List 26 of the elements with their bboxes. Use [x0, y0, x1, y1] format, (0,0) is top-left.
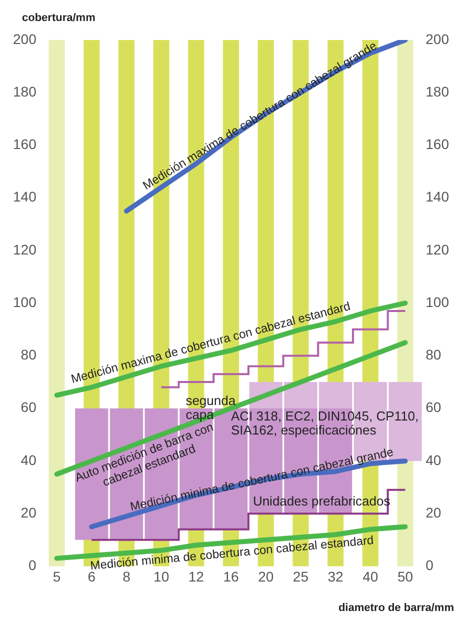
y2-tick-label: 60 [426, 399, 442, 416]
y2-tick-label: 140 [426, 188, 450, 205]
y-axis-title: cobertura/mm [22, 12, 96, 24]
y-tick-label: 40 [20, 452, 37, 468]
y-tick-label: 20 [20, 504, 37, 520]
y2-tick-label: 20 [426, 504, 442, 520]
y2-tick-label: 80 [426, 346, 442, 363]
y2-tick-label: 180 [426, 83, 450, 100]
y-tick-label: 160 [13, 136, 37, 152]
y2-tick-label: 200 [426, 30, 450, 47]
y-tick-label: 180 [13, 83, 37, 100]
y2-tick-label: 160 [426, 136, 450, 152]
y-tick-label: 120 [13, 241, 37, 258]
x-tick-label: 5 [52, 568, 61, 584]
y2-tick-label: 40 [426, 452, 442, 468]
y-tick-label: 200 [13, 30, 37, 47]
y-tick-label: 60 [20, 399, 37, 416]
y-tick-label: 80 [20, 346, 37, 363]
x-tick-label: 50 [397, 568, 414, 584]
x-axis-title: diametro de barra/mm [338, 602, 454, 614]
y2-tick-label: 100 [426, 294, 450, 310]
y-tick-label: 100 [13, 294, 37, 310]
y2-tick-label: 0 [426, 557, 434, 574]
y-tick-label: 140 [13, 188, 37, 205]
y-tick-label: 0 [28, 557, 37, 574]
y2-tick-label: 120 [426, 241, 450, 258]
